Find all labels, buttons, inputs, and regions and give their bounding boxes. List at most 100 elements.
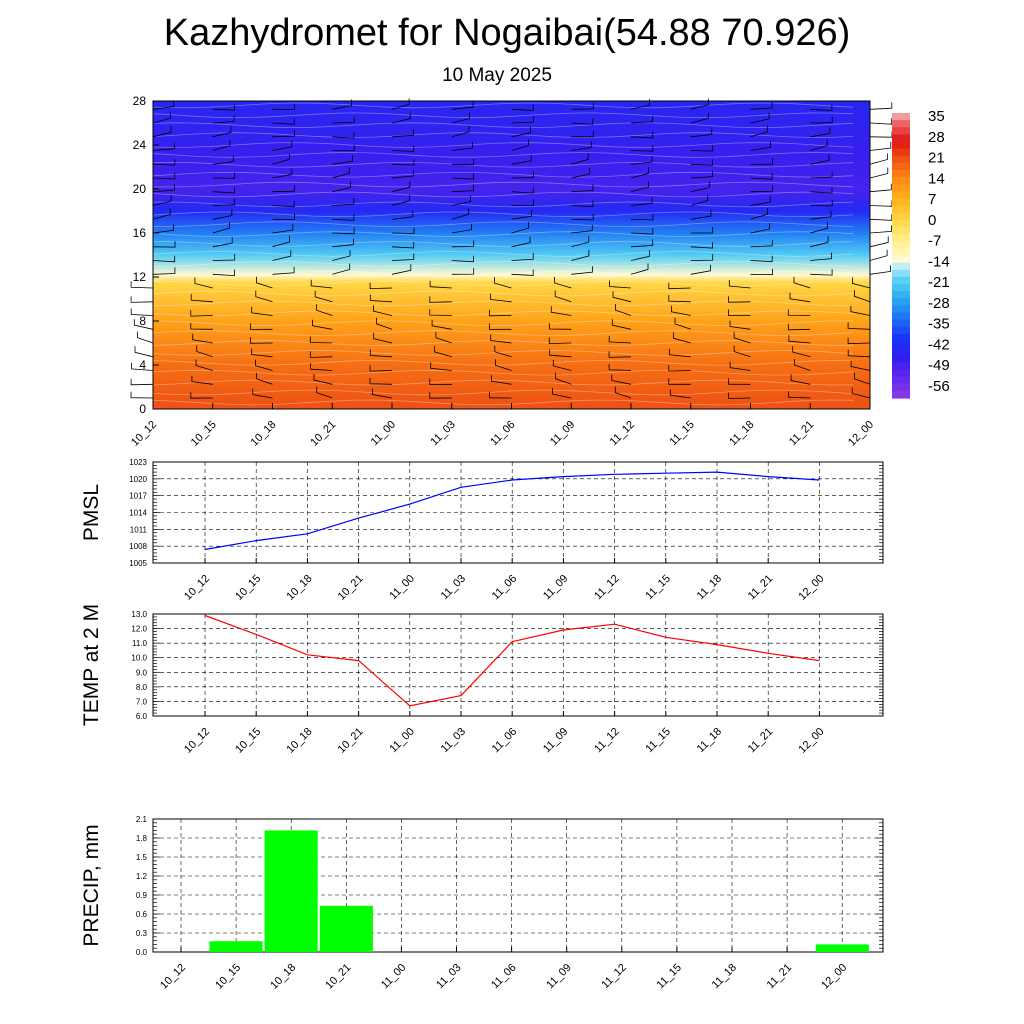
wind-barb <box>451 268 475 275</box>
wind-barb <box>451 173 474 180</box>
heatmap-x-tick-label: 11_15 <box>667 419 697 449</box>
wind-barb <box>369 377 393 385</box>
heatmap-x-tick-label: 10_15 <box>189 419 219 449</box>
wind-barb <box>668 365 691 372</box>
temp-x-tick-label: 10_21 <box>336 726 366 756</box>
wind-barb <box>750 173 773 180</box>
colorbar-segment <box>892 198 910 207</box>
contour-line <box>152 300 854 307</box>
colorbar-segment <box>892 184 910 192</box>
wind-barb <box>212 269 235 277</box>
wind-barb <box>549 349 572 358</box>
wind-barb <box>750 141 771 151</box>
wind-barb <box>130 391 154 399</box>
pmsl-x-tick-label: 12_00 <box>796 573 826 603</box>
pmsl-x-tick-label: 10_18 <box>284 573 314 603</box>
temp-grid <box>153 614 883 716</box>
contour-line <box>152 231 854 237</box>
precip-x-tick-label: 11_06 <box>489 962 519 992</box>
colorbar-segment <box>892 284 910 292</box>
wind-barb <box>130 281 154 289</box>
wind-barb <box>212 172 236 179</box>
contour-line <box>152 152 854 158</box>
heatmap-x-tick-label: 11_21 <box>787 419 817 449</box>
precip-x-tick-label: 10_18 <box>268 962 298 992</box>
wind-barb <box>787 323 811 331</box>
colorbar-segment <box>892 255 910 264</box>
wind-barb <box>494 345 512 358</box>
wind-barb <box>671 305 691 316</box>
precip-x-tick-label: 10_21 <box>323 962 353 992</box>
wind-barb <box>788 391 811 399</box>
heatmap-y-tick-label: 24 <box>133 138 147 152</box>
temp-y-tick-label: 12.0 <box>131 625 147 634</box>
wind-barb <box>511 199 534 206</box>
colorbar-label: 14 <box>928 170 945 187</box>
colorbar-segment <box>892 291 910 299</box>
heatmap-x-tick-label: 10_12 <box>129 419 159 449</box>
wind-barb <box>611 374 632 385</box>
wind-barb <box>451 255 474 263</box>
colorbar-label: 21 <box>928 150 945 167</box>
pmsl-y-tick-label: 1014 <box>129 509 147 518</box>
precip-y-tick-label: 2.1 <box>136 815 148 824</box>
wind-barb <box>313 374 333 385</box>
wind-barb <box>673 332 691 344</box>
pmsl-x-tick-label: 10_21 <box>336 573 366 603</box>
wind-barb <box>152 126 172 138</box>
wind-barb <box>191 375 213 385</box>
wind-barb <box>869 153 888 165</box>
wind-barb <box>332 155 353 165</box>
wind-barb <box>152 142 175 151</box>
colorbar-segment <box>892 362 910 371</box>
colorbar-segment <box>892 348 910 356</box>
colorbar-segment <box>892 262 910 271</box>
wind-barb <box>750 185 773 193</box>
wind-barb <box>847 322 871 330</box>
wind-barb <box>312 319 333 330</box>
wind-barb <box>314 290 333 303</box>
wind-barb <box>190 294 213 303</box>
temp-y-tick-label: 11.0 <box>132 639 148 648</box>
wind-barb <box>391 181 411 193</box>
wind-barb <box>391 98 410 110</box>
wind-barb <box>669 348 691 358</box>
wind-barb <box>272 103 295 110</box>
wind-barb <box>750 158 773 165</box>
wind-barb <box>571 118 594 125</box>
temp-x-tick-label: 11_03 <box>439 726 469 756</box>
wind-barb <box>630 167 649 179</box>
wind-barb <box>690 254 714 261</box>
wind-barb <box>332 116 355 124</box>
heatmap-y-tick-label: 20 <box>133 182 147 196</box>
wind-barb <box>309 336 333 344</box>
wind-barb <box>212 115 235 124</box>
colorbar-segment <box>892 170 910 178</box>
wind-barb <box>668 378 691 385</box>
wind-barb <box>451 208 469 220</box>
wind-barb <box>869 131 893 138</box>
wind-barb <box>511 154 532 165</box>
heatmap-x-tick-label: 10_21 <box>308 419 338 449</box>
wind-barb <box>571 236 590 248</box>
wind-barb <box>810 127 831 138</box>
heatmap-field <box>153 101 870 409</box>
wind-barb <box>810 104 833 112</box>
wind-barb <box>511 269 534 276</box>
colorbar-segment <box>892 113 910 121</box>
wind-barb <box>869 236 889 248</box>
colorbar-segment <box>892 319 910 328</box>
precip-y-tick-label: 0.0 <box>136 948 148 957</box>
wind-barb <box>612 291 632 303</box>
wind-barb <box>690 128 713 138</box>
temp-x-tick-label: 12_00 <box>796 726 826 756</box>
precip-x-tick-label: 12_00 <box>819 962 849 992</box>
precip-x-tick-label: 10_15 <box>213 962 243 992</box>
pmsl-x-tick-label: 11_21 <box>746 573 776 603</box>
wind-barb <box>332 227 355 235</box>
temp-x-tick-label: 10_12 <box>182 726 212 756</box>
wind-barb <box>429 296 452 303</box>
wind-barb <box>251 306 273 316</box>
wind-barb <box>668 295 691 303</box>
